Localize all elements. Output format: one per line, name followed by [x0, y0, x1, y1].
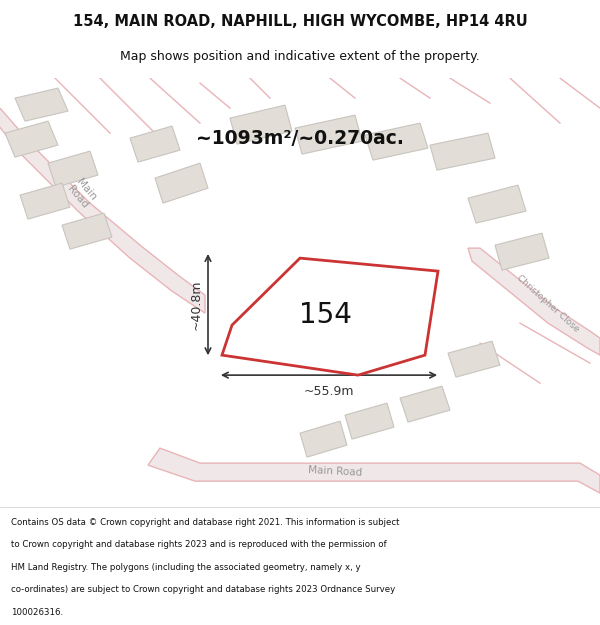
Text: 154: 154 — [299, 301, 352, 329]
Text: Map shows position and indicative extent of the property.: Map shows position and indicative extent… — [120, 50, 480, 62]
Polygon shape — [495, 233, 549, 270]
Polygon shape — [130, 126, 180, 162]
Polygon shape — [148, 448, 600, 493]
Polygon shape — [365, 123, 428, 160]
Text: Contains OS data © Crown copyright and database right 2021. This information is : Contains OS data © Crown copyright and d… — [11, 518, 400, 527]
Text: 100026316.: 100026316. — [11, 608, 63, 617]
Polygon shape — [0, 108, 205, 313]
Text: HM Land Registry. The polygons (including the associated geometry, namely x, y: HM Land Registry. The polygons (includin… — [11, 563, 361, 572]
Polygon shape — [400, 386, 450, 422]
Text: Christopher Close: Christopher Close — [515, 273, 581, 333]
Text: co-ordinates) are subject to Crown copyright and database rights 2023 Ordnance S: co-ordinates) are subject to Crown copyr… — [11, 586, 395, 594]
Polygon shape — [448, 341, 500, 377]
Polygon shape — [20, 183, 70, 219]
Polygon shape — [62, 213, 112, 249]
Polygon shape — [468, 185, 526, 223]
Text: ~55.9m: ~55.9m — [304, 385, 354, 398]
Polygon shape — [155, 163, 208, 203]
Polygon shape — [48, 151, 98, 187]
Text: ~40.8m: ~40.8m — [190, 279, 203, 330]
Text: Main Road: Main Road — [308, 465, 362, 478]
Polygon shape — [5, 121, 58, 157]
Polygon shape — [295, 115, 362, 154]
Polygon shape — [230, 105, 292, 144]
Polygon shape — [468, 248, 600, 355]
Polygon shape — [15, 88, 68, 121]
Text: to Crown copyright and database rights 2023 and is reproduced with the permissio: to Crown copyright and database rights 2… — [11, 540, 386, 549]
Text: 154, MAIN ROAD, NAPHILL, HIGH WYCOMBE, HP14 4RU: 154, MAIN ROAD, NAPHILL, HIGH WYCOMBE, H… — [73, 14, 527, 29]
Text: Main
Road: Main Road — [65, 176, 98, 210]
Polygon shape — [300, 421, 347, 457]
Polygon shape — [430, 133, 495, 170]
Polygon shape — [345, 403, 394, 439]
Text: ~1093m²/~0.270ac.: ~1093m²/~0.270ac. — [196, 129, 404, 148]
